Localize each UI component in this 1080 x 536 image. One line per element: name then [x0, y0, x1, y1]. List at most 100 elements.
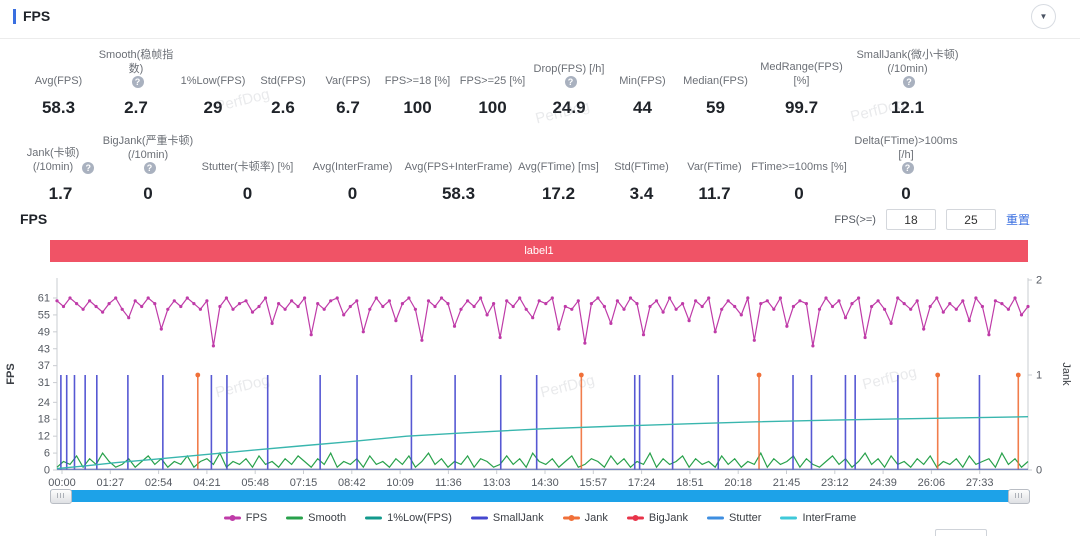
scrollbar-left-handle[interactable]: III [50, 489, 72, 504]
help-icon[interactable]: ? [564, 76, 577, 88]
legend-marker-icon [562, 515, 580, 521]
svg-text:13:03: 13:03 [483, 477, 511, 489]
stat-label: Stutter(卡顿率) [%] [201, 161, 294, 173]
stat-value: 11.7 [698, 184, 731, 203]
svg-text:0: 0 [1036, 465, 1042, 477]
collapse-button[interactable]: ▼ [1031, 4, 1056, 29]
svg-text:0: 0 [44, 465, 50, 477]
stat-r2-7: Var(FTime) 11.7 [678, 160, 751, 204]
divider [0, 38, 1080, 39]
legend-item-stutter[interactable]: Stutter [707, 512, 761, 524]
stats-row-1: Avg(FPS) 58.3 Smooth(稳帧指数)? 2.7 1%Low(FPS) 29… [20, 48, 1020, 118]
stat-r1-10: MedRange(FPS)[%] 99.7 [753, 60, 850, 118]
svg-text:24: 24 [38, 397, 50, 409]
stat-value: 58.3 [41, 98, 76, 117]
legend-label: SmallJank [492, 512, 544, 524]
help-icon[interactable]: ? [901, 162, 914, 174]
stat-label: SmallJank(微小卡顿) (/10min)? [856, 49, 959, 88]
svg-text:Jank: Jank [1060, 362, 1072, 386]
legend-marker-icon [780, 516, 798, 520]
svg-text:24:39: 24:39 [869, 477, 897, 489]
stat-label: Delta(FTime)>100ms [/h]? [854, 135, 958, 174]
stat-r1-3: Std(FPS) 2.6 [251, 74, 315, 118]
stat-value: 59 [706, 98, 725, 117]
stat-r1-8: Min(FPS) 44 [607, 74, 678, 118]
stat-value: 99.7 [784, 98, 819, 117]
label-banner: label1 [50, 240, 1028, 262]
stat-r1-2: 1%Low(FPS) 29 [175, 74, 251, 118]
fps-threshold-high-input[interactable] [945, 209, 996, 230]
svg-text:23:12: 23:12 [821, 477, 849, 489]
chart-title: FPS [20, 211, 48, 227]
legend-item-interframe[interactable]: InterFrame [780, 512, 856, 524]
reset-link[interactable]: 重置 [1005, 213, 1030, 227]
svg-text:08:42: 08:42 [338, 477, 366, 489]
stat-value: 0 [347, 184, 358, 203]
stat-label: Avg(InterFrame) [312, 161, 393, 173]
legend-label: FPS [245, 512, 268, 524]
stat-r2-1: BigJank(严重卡顿) (/10min)? 0 [101, 134, 195, 204]
stat-value: 12.1 [890, 98, 925, 117]
chart-scrollbar[interactable]: III III [50, 489, 1030, 504]
svg-text:31: 31 [38, 377, 50, 389]
stat-r2-4: Avg(FPS+InterFrame) 58.3 [404, 160, 513, 204]
stat-label: Avg(FPS+InterFrame) [404, 161, 513, 173]
stat-r1-7: Drop(FPS) [/h]? 24.9 [531, 62, 607, 118]
scrollbar-right-handle[interactable]: III [1008, 489, 1030, 504]
help-icon[interactable]: ? [131, 76, 144, 88]
legend-marker-icon [365, 516, 383, 520]
stat-value: 100 [478, 98, 507, 117]
stat-value: 29 [203, 98, 223, 117]
legend-item-smooth[interactable]: Smooth [286, 512, 346, 524]
legend-item-fps[interactable]: FPS [223, 512, 268, 524]
legend-item-smalljank[interactable]: SmallJank [470, 512, 544, 524]
legend-marker-icon [470, 516, 488, 520]
svg-text:55: 55 [38, 309, 50, 321]
legend-item-bigjank[interactable]: BigJank [626, 512, 688, 524]
svg-text:20:18: 20:18 [724, 477, 752, 489]
stat-value: 58.3 [441, 184, 476, 203]
stat-r1-0: Avg(FPS) 58.3 [20, 74, 97, 118]
label-banner-text: label1 [524, 245, 554, 257]
stat-value: 1.7 [48, 184, 73, 203]
svg-text:05:48: 05:48 [241, 477, 269, 489]
stat-label: Var(FPS) [325, 75, 371, 87]
stat-value: 100 [403, 98, 432, 117]
fps-threshold-low-input[interactable] [885, 209, 936, 230]
stat-label: Jank(卡顿) (/10min)? [27, 146, 95, 174]
svg-text:37: 37 [38, 360, 50, 372]
svg-text:FPS: FPS [5, 363, 17, 384]
stat-label: FTime>=100ms [%] [751, 161, 847, 173]
legend-item-jank[interactable]: Jank [562, 512, 608, 524]
svg-text:61: 61 [38, 293, 50, 305]
help-icon[interactable]: ? [82, 162, 95, 174]
svg-text:43: 43 [38, 343, 50, 355]
svg-text:15:57: 15:57 [580, 477, 608, 489]
stat-r1-5: FPS>=18 [%] 100 [381, 74, 454, 118]
stat-label: Median(FPS) [683, 75, 748, 87]
stat-r1-1: Smooth(稳帧指数)? 2.7 [97, 48, 175, 118]
legend-item-1-low-fps-[interactable]: 1%Low(FPS) [365, 512, 452, 524]
svg-text:26:06: 26:06 [918, 477, 946, 489]
svg-text:10:09: 10:09 [386, 477, 414, 489]
stat-value: 6.7 [336, 98, 360, 117]
cutoff-input-box[interactable] [935, 529, 987, 536]
svg-text:12: 12 [38, 431, 50, 443]
stat-value: 44 [633, 98, 652, 117]
stat-r2-6: Std(FTime) 3.4 [605, 160, 678, 204]
stat-value: 24.9 [552, 98, 586, 117]
stat-r1-4: Var(FPS) 6.7 [315, 74, 381, 118]
stat-r2-9: Delta(FTime)>100ms [/h]? 0 [847, 134, 965, 204]
svg-text:14:30: 14:30 [531, 477, 559, 489]
stats-row-2: Jank(卡顿) (/10min)? 1.7 BigJank(严重卡顿) (/10m… [20, 134, 1020, 204]
stat-value: 0 [794, 184, 804, 203]
svg-text:18: 18 [38, 414, 50, 426]
stat-r2-5: Avg(FTime) [ms] 17.2 [512, 160, 605, 204]
scrollbar-track[interactable] [50, 490, 1030, 502]
legend-label: Jank [584, 512, 608, 524]
help-icon[interactable]: ? [143, 162, 156, 174]
help-icon[interactable]: ? [903, 76, 915, 88]
stat-value: 17.2 [541, 184, 576, 203]
legend-marker-icon [223, 515, 241, 521]
